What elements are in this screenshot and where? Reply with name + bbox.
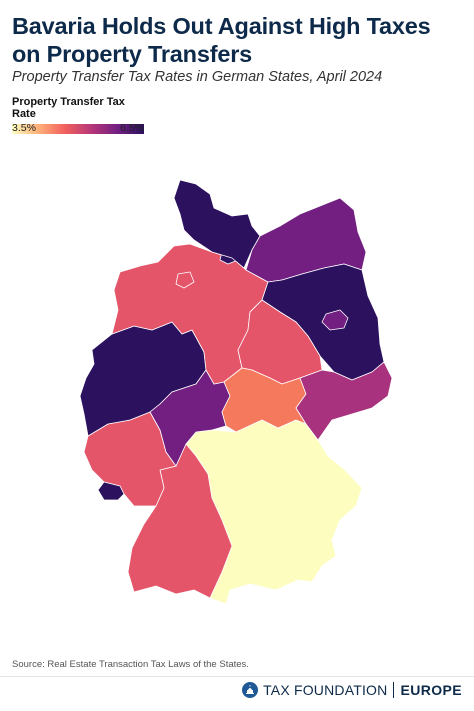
- source-note: Source: Real Estate Transaction Tax Laws…: [12, 659, 249, 670]
- brand-name: TAX FOUNDATION: [263, 682, 388, 698]
- legend-max-label: 6.5%: [120, 122, 144, 134]
- state-saarland: [97, 481, 125, 501]
- footer-divider: [0, 676, 474, 677]
- state-bremen: [175, 271, 195, 289]
- chart-title: Bavaria Holds Out Against High Taxes on …: [12, 13, 431, 67]
- legend-min-label: 3.5%: [12, 122, 36, 134]
- brand-region: EUROPE: [400, 682, 462, 698]
- brand-logo[interactable]: TAX FOUNDATION EUROPE: [242, 680, 462, 700]
- germany-map: [79, 179, 393, 605]
- legend-gradient-bar: [12, 124, 144, 134]
- state-berlin: [321, 309, 349, 331]
- capitol-dome-icon: [242, 682, 259, 698]
- state-baden-wuerttemberg: [127, 443, 233, 599]
- color-legend: Property Transfer Tax Rate 3.5% 6.5%: [12, 96, 146, 134]
- brand-separator: [393, 682, 395, 698]
- state-sachsen: [295, 361, 393, 441]
- chart-subtitle: Property Transfer Tax Rates in German St…: [12, 69, 383, 85]
- legend-title: Property Transfer Tax Rate: [12, 96, 125, 120]
